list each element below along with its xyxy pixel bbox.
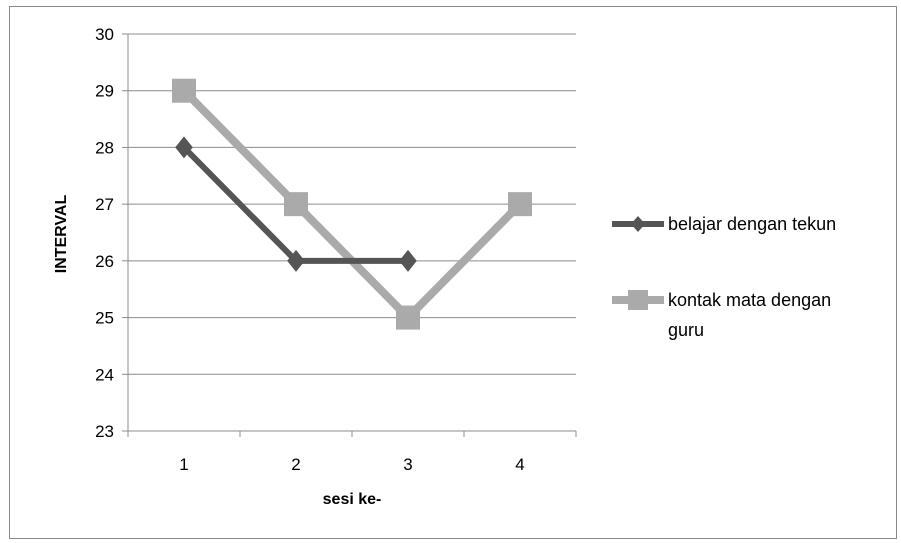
- y-axis-title: INTERVAL: [53, 195, 70, 274]
- x-axis-title: sesi ke-: [323, 491, 382, 508]
- series-2-point: [396, 305, 420, 330]
- series-2-point: [172, 78, 196, 103]
- legend-entry-2: kontak mata dengan guru: [612, 290, 831, 340]
- y-tick-label: 27: [95, 195, 114, 214]
- legend-diamond-marker: [631, 216, 645, 232]
- legend-entry-1: belajar dengan tekun: [612, 214, 836, 234]
- x-tick-label: 3: [403, 455, 412, 474]
- x-tick-label: 1: [179, 455, 188, 474]
- series-lines: [172, 78, 532, 330]
- series-1-point: [399, 249, 417, 272]
- x-tick-label: 4: [515, 455, 524, 474]
- legend-square-marker: [628, 290, 648, 310]
- y-tick-label: 30: [95, 25, 114, 44]
- legend-label: belajar dengan tekun: [668, 214, 836, 234]
- series-1-point: [287, 249, 305, 272]
- series-2-point: [284, 192, 308, 217]
- legend-label: guru: [668, 320, 704, 340]
- y-tick-label: 28: [95, 138, 114, 157]
- legend-label: kontak mata dengan: [668, 290, 831, 310]
- y-tick-labels: 23 24 25 26 27 28 29 30: [95, 25, 114, 441]
- series-1-point: [175, 136, 193, 159]
- x-tick-label: 2: [291, 455, 300, 474]
- y-tick-label: 26: [95, 252, 114, 271]
- x-tick-labels: 1 2 3 4: [179, 455, 524, 474]
- series-2-point: [508, 192, 532, 217]
- y-tick-label: 23: [95, 422, 114, 441]
- axes: [122, 33, 577, 437]
- y-tick-label: 29: [95, 82, 114, 101]
- legend: belajar dengan tekun kontak mata dengan gu…: [612, 214, 836, 340]
- y-tick-label: 24: [95, 365, 114, 384]
- y-tick-label: 25: [95, 309, 114, 328]
